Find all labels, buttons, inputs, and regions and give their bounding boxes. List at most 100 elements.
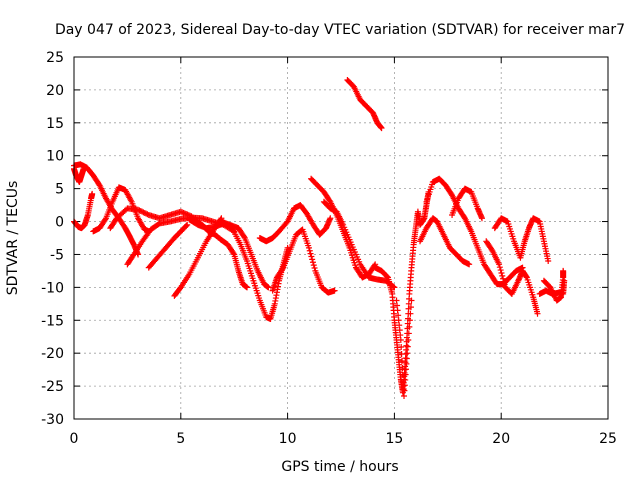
data-point (401, 382, 408, 389)
data-point (305, 244, 312, 251)
series-arc-11 (218, 218, 272, 291)
data-point (265, 284, 272, 291)
data-point (331, 287, 338, 294)
data-point (184, 221, 191, 228)
y-tick-label: -15 (41, 313, 64, 329)
data-point (405, 330, 412, 337)
data-point (496, 261, 503, 268)
data-point (402, 376, 409, 383)
data-point (403, 366, 410, 373)
data-point (135, 206, 142, 213)
series-arc-25 (540, 267, 567, 304)
data-point (141, 209, 148, 216)
series-arc-9 (186, 216, 291, 322)
data-point (407, 304, 414, 311)
data-point (401, 387, 408, 394)
data-point (501, 281, 508, 288)
chart-title: Day 047 of 2023, Sidereal Day-to-day VTE… (55, 22, 625, 38)
data-point (497, 267, 504, 274)
x-tick-label: 25 (599, 431, 617, 447)
y-tick-label: -5 (50, 247, 64, 263)
series-arc-8 (171, 215, 225, 299)
data-point (89, 190, 96, 197)
data-point (390, 283, 397, 290)
y-tick-label: -25 (41, 379, 64, 395)
series-arc-19 (417, 215, 473, 268)
data-point (534, 310, 541, 317)
series-arc-22 (483, 238, 541, 317)
data-point (402, 371, 409, 378)
data-point (397, 337, 404, 344)
data-point (500, 278, 507, 285)
data-point (183, 222, 190, 229)
data-point (309, 256, 316, 263)
data-point (404, 350, 411, 357)
y-tick-label: 25 (46, 50, 64, 66)
y-tick-label: -30 (41, 412, 64, 428)
y-tick-label: 10 (46, 149, 64, 165)
data-point (384, 273, 391, 280)
series-arc-17 (372, 188, 432, 396)
y-tick-label: 0 (55, 215, 64, 231)
data-point (406, 317, 413, 324)
series-arc-2 (71, 190, 96, 232)
series-arc-18 (393, 297, 415, 399)
data-point (143, 210, 150, 217)
x-tick-label: 20 (492, 431, 510, 447)
x-tick-label: 10 (279, 431, 297, 447)
data-point (399, 357, 406, 364)
data-point (478, 215, 485, 222)
plot-frame (73, 56, 609, 420)
data-point (102, 216, 109, 223)
data-point (137, 208, 144, 215)
data-point (306, 247, 313, 254)
series-arc-23 (491, 215, 552, 265)
data-point (408, 297, 415, 304)
data-point (136, 207, 143, 214)
data-point (378, 125, 385, 132)
data-point (241, 233, 248, 240)
data-point (140, 209, 147, 216)
data-point (545, 258, 552, 265)
data-point (498, 269, 505, 276)
data-point (398, 344, 405, 351)
data-point (404, 343, 411, 350)
data-points (71, 77, 568, 399)
data-point (284, 244, 291, 251)
series-arc-3 (71, 165, 87, 186)
series-arc-7 (145, 221, 191, 271)
data-point (496, 264, 503, 271)
series-arc-10 (205, 228, 251, 291)
data-point (139, 208, 146, 215)
y-axis-label: SDTVAR / TECUs (5, 181, 21, 296)
data-point (80, 165, 87, 172)
data-point (403, 355, 410, 362)
data-point (309, 259, 316, 266)
y-tick-label: -10 (41, 280, 64, 296)
series-arc-21 (449, 185, 485, 222)
data-point (405, 337, 412, 344)
data-point (399, 364, 406, 371)
x-tick-label: 15 (385, 431, 403, 447)
data-point (406, 323, 413, 330)
data-point (123, 206, 130, 213)
data-point (308, 253, 315, 260)
data-point (244, 284, 251, 291)
data-point (560, 267, 567, 274)
data-point (500, 275, 507, 282)
grid-lines (74, 57, 608, 419)
data-point (403, 360, 410, 367)
data-point (401, 392, 408, 399)
x-tick-label: 0 (70, 431, 79, 447)
y-tick-label: -20 (41, 346, 64, 362)
data-point (327, 215, 334, 222)
data-point (230, 250, 237, 257)
series-arc-16 (344, 77, 385, 132)
series-arc-13 (269, 226, 338, 296)
data-point (398, 351, 405, 358)
data-point (310, 262, 317, 269)
series-arc-12 (256, 202, 334, 245)
x-axis-label: GPS time / hours (281, 459, 398, 475)
y-tick-label: 5 (55, 182, 64, 198)
